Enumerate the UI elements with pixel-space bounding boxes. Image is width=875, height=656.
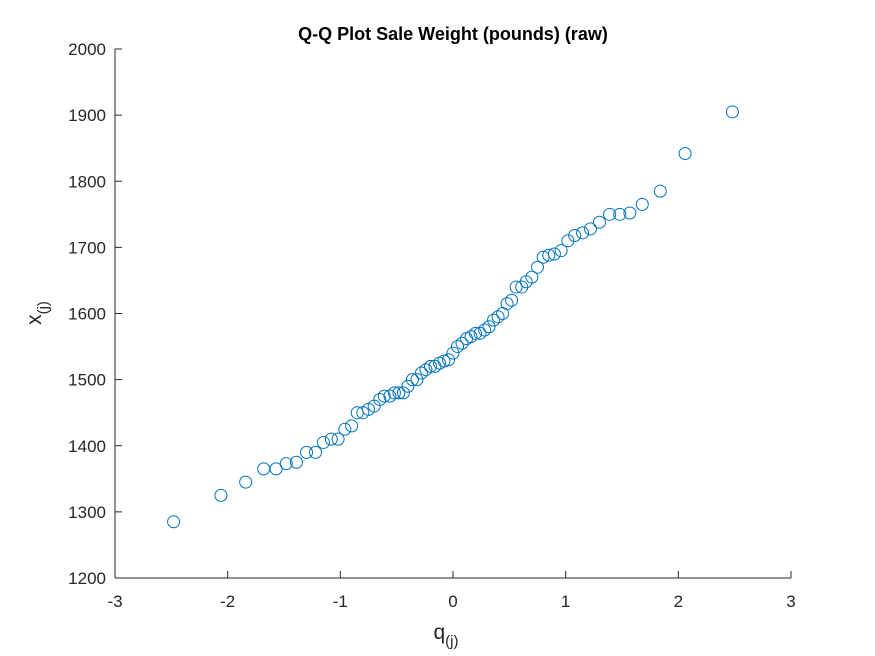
x-tick-label: 2 — [674, 592, 683, 611]
data-point — [309, 445, 323, 459]
data-point — [441, 353, 455, 367]
data-point — [279, 457, 293, 471]
y-tick-label: 1600 — [68, 305, 106, 324]
data-point — [500, 297, 514, 311]
data-point — [392, 386, 406, 400]
data-point — [592, 215, 606, 229]
x-tick-label: -3 — [107, 592, 122, 611]
y-tick-label: 1900 — [68, 106, 106, 125]
data-point — [401, 379, 415, 393]
y-tick-label: 1400 — [68, 437, 106, 456]
data-point — [345, 419, 359, 433]
data-point — [446, 346, 460, 360]
x-tick-label: 1 — [561, 592, 570, 611]
y-tick-label: 1300 — [68, 503, 106, 522]
data-point — [410, 373, 424, 387]
data-point — [167, 515, 181, 529]
data-point — [547, 247, 561, 261]
data-point — [576, 226, 590, 240]
data-point — [568, 228, 582, 242]
y-tick-label: 1500 — [68, 371, 106, 390]
data-point — [561, 234, 575, 248]
data-point — [214, 488, 228, 502]
data-point — [387, 386, 401, 400]
chart-title: Q-Q Plot Sale Weight (pounds) (raw) — [298, 24, 608, 44]
y-ticks: 1200 1300 1400 1500 1600 1700 1800 1900 2000 — [68, 40, 122, 588]
x-axis-label-main: q — [433, 621, 445, 644]
data-point — [491, 310, 505, 324]
data-point — [473, 326, 487, 340]
data-point — [316, 435, 330, 449]
y-tick-label: 1200 — [68, 569, 106, 588]
y-tick-label: 1700 — [68, 238, 106, 257]
data-point — [338, 422, 352, 436]
data-point — [505, 293, 519, 307]
data-point — [451, 340, 465, 354]
data-point — [613, 207, 627, 221]
data-point — [469, 326, 483, 340]
x-tick-label: -2 — [220, 592, 235, 611]
data-point — [331, 432, 345, 446]
data-point — [377, 389, 391, 403]
data-point — [482, 320, 496, 334]
data-point — [405, 373, 419, 387]
x-tick-label: 0 — [448, 592, 457, 611]
x-axis-label-subscript: (j) — [445, 633, 458, 650]
y-tick-label: 2000 — [68, 40, 106, 59]
data-point — [583, 222, 597, 236]
data-point — [531, 260, 544, 274]
data-point — [725, 105, 739, 119]
data-point — [542, 248, 556, 262]
data-point — [678, 146, 692, 160]
data-point — [414, 366, 428, 380]
data-point — [324, 432, 338, 446]
data-points — [167, 105, 739, 529]
data-point — [289, 455, 303, 469]
x-tick-label: 3 — [786, 592, 795, 611]
x-axis-label: q(j) — [433, 621, 458, 650]
x-tick-label: -1 — [333, 592, 348, 611]
x-ticks: -3 -2 -1 0 1 2 3 — [107, 571, 796, 611]
data-point — [269, 462, 283, 476]
data-point — [623, 206, 637, 220]
data-point — [300, 445, 314, 459]
data-point — [257, 462, 271, 476]
data-point — [635, 197, 649, 211]
data-point — [478, 323, 492, 337]
y-axis-label-main: x — [23, 314, 46, 325]
y-tick-label: 1800 — [68, 172, 106, 191]
y-axis-label-subscript: (j) — [35, 301, 52, 314]
data-point — [396, 386, 410, 400]
data-point — [509, 280, 523, 294]
data-point — [603, 207, 617, 221]
data-point — [383, 389, 397, 403]
data-point — [455, 336, 469, 350]
y-axis-label: x(j) — [23, 301, 52, 325]
data-point — [554, 244, 568, 258]
data-point — [423, 359, 437, 373]
data-point — [464, 330, 478, 344]
data-point — [419, 363, 433, 377]
data-point — [525, 270, 539, 284]
data-point — [373, 392, 387, 406]
data-point — [515, 280, 529, 294]
data-point — [653, 184, 667, 198]
data-point — [239, 475, 253, 489]
data-point — [487, 313, 501, 327]
